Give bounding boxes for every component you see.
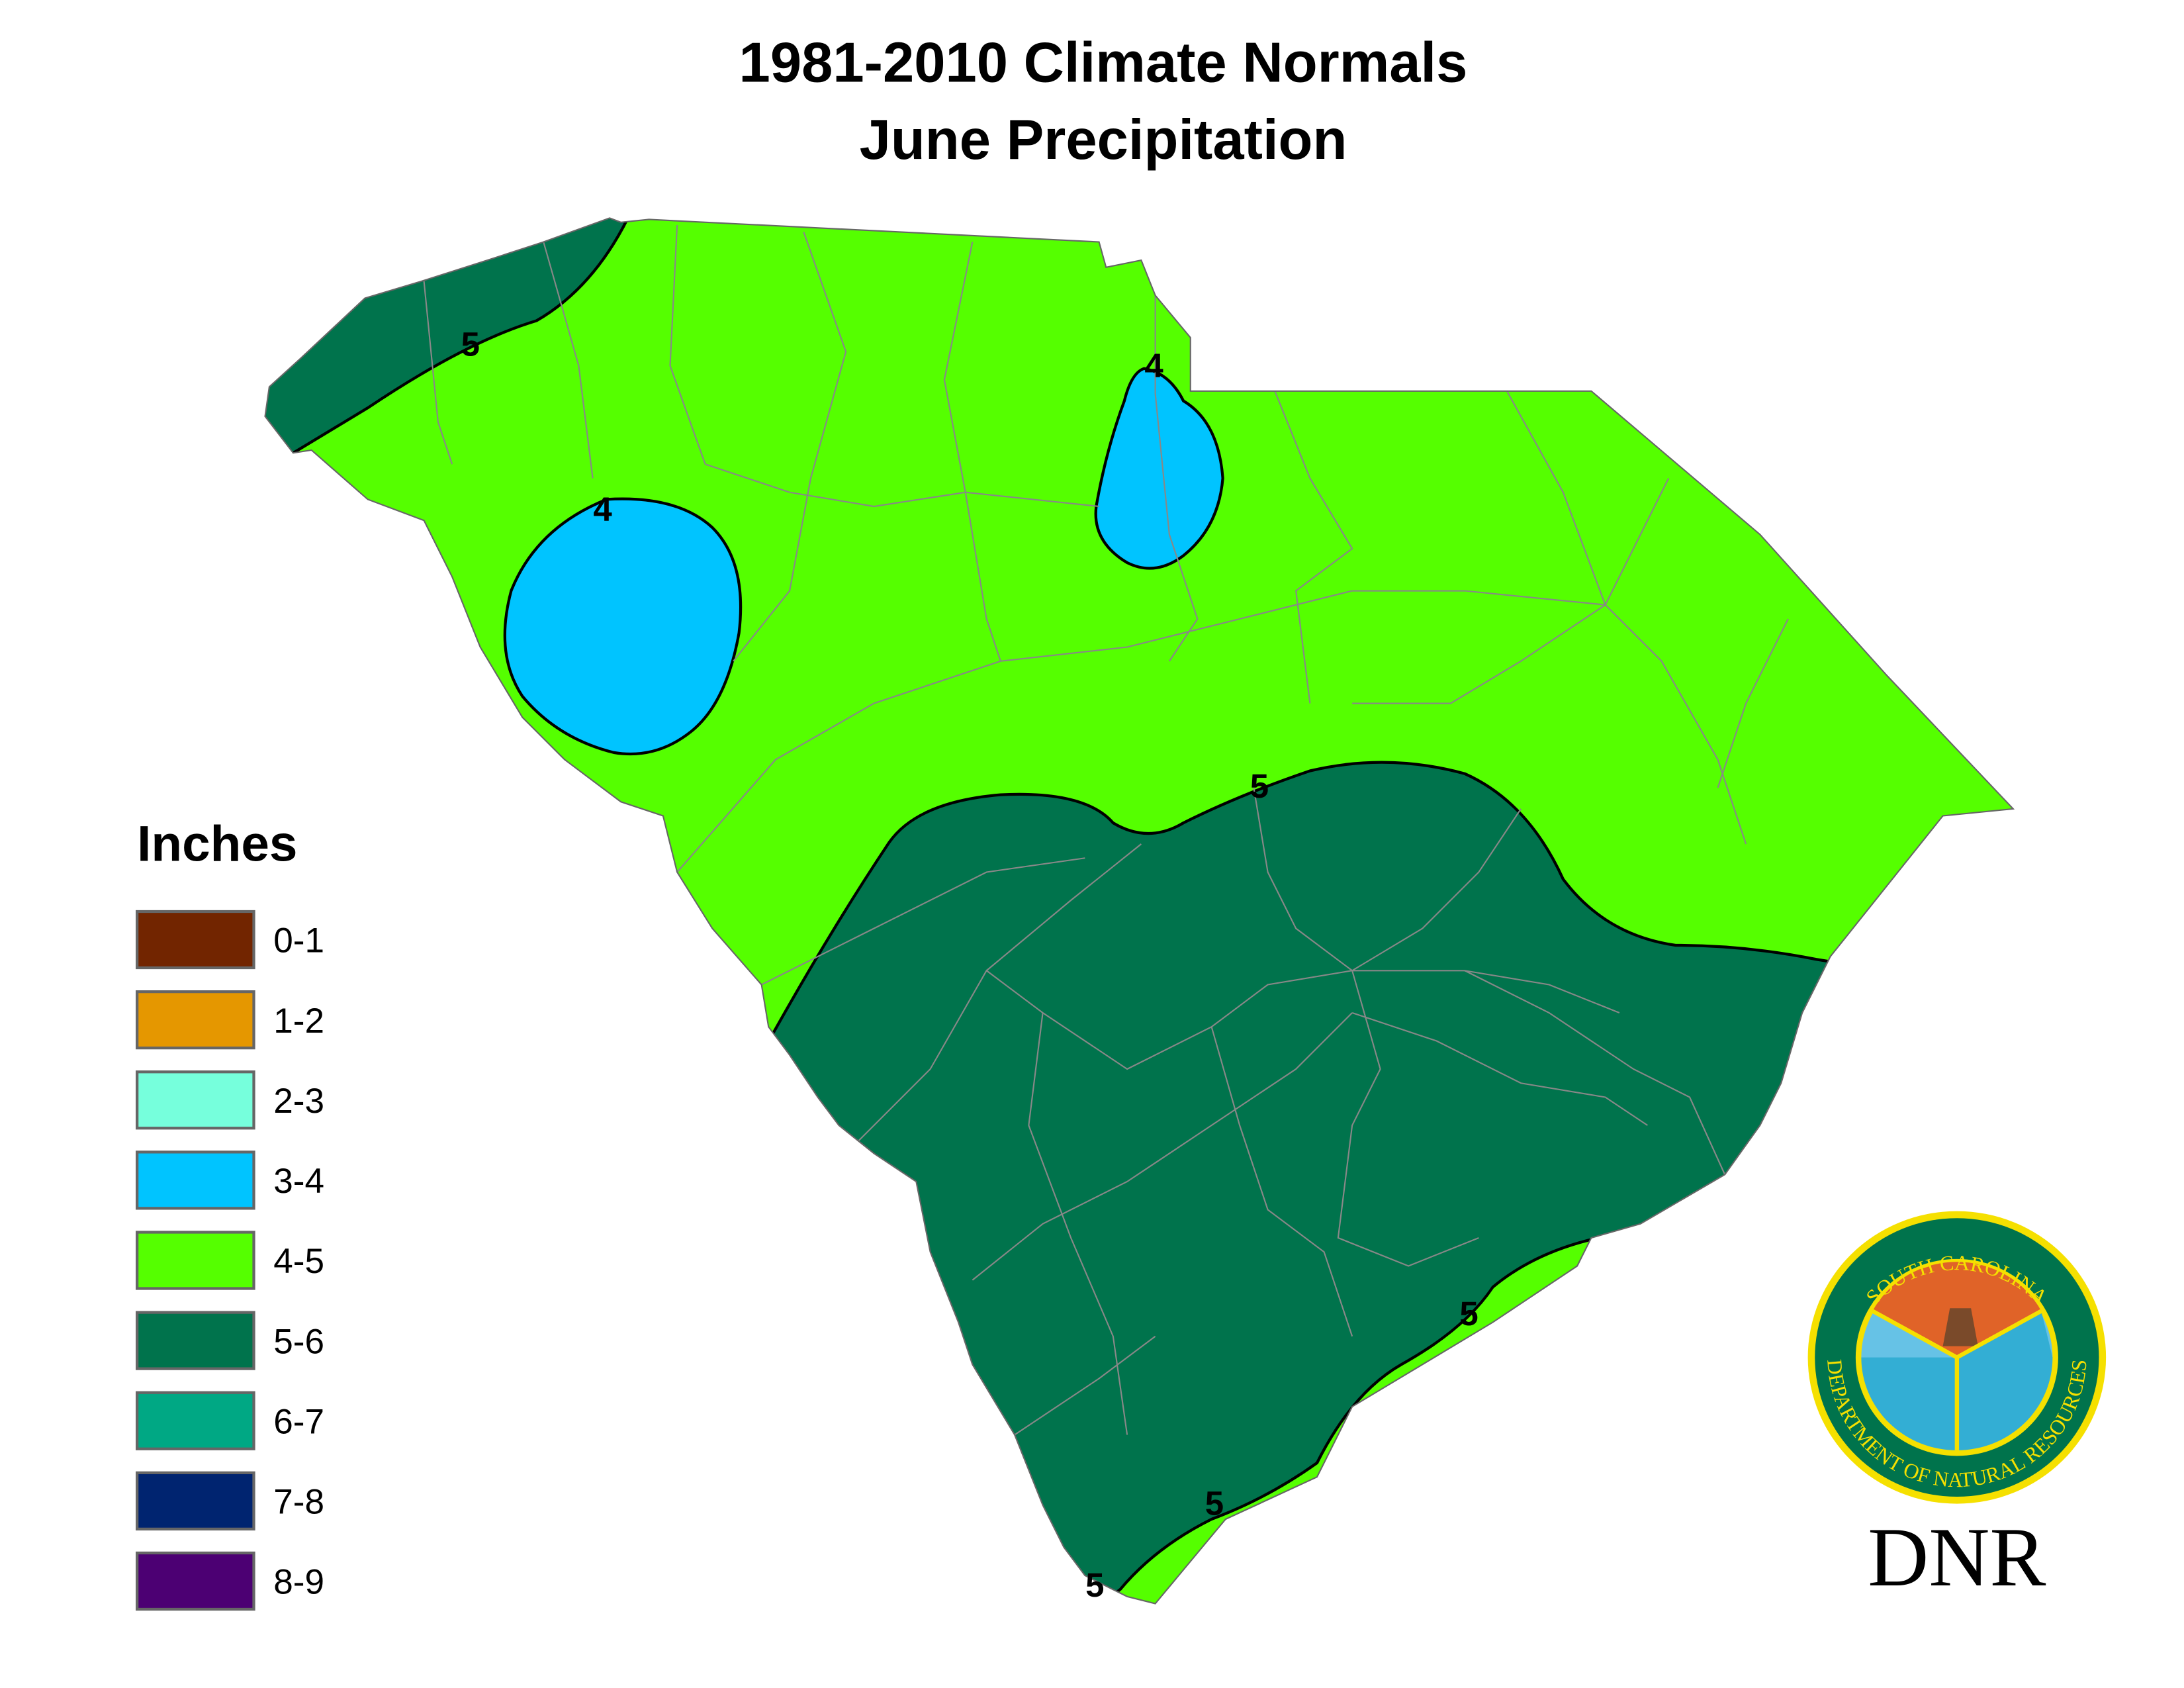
legend-swatch [136,1551,255,1611]
dnr-logo: SOUTH CAROLINA DEPARTMENT OF NATURAL RES… [1807,1211,2107,1604]
legend-label: 2-3 [273,1082,324,1121]
county-boundaries [423,224,1789,1436]
deer-icon [1942,1308,1978,1346]
contour-label: 5 [1085,1566,1104,1604]
map-title-line1: 1981-2010 Climate Normals [739,31,1468,94]
legend-swatch [136,990,255,1050]
legend-swatch [136,1231,255,1290]
legend-swatch [136,1070,255,1130]
legend-label: 4-5 [273,1242,324,1281]
legend-label: 8-9 [273,1563,324,1602]
legend-swatch [136,1391,255,1450]
legend-label: 6-7 [273,1402,324,1441]
legend-label: 5-6 [273,1322,324,1361]
state-map [264,217,2014,1605]
map-title-line2: June Precipitation [860,109,1347,171]
legend-swatch [136,1150,255,1210]
legend-title: Inches [137,816,297,872]
legend-swatch [136,1471,255,1530]
legend-swatch [136,1311,255,1370]
legend-swatch [136,910,255,970]
legend-label: 3-4 [273,1162,324,1201]
contour-label: 5 [461,326,480,363]
contour-label: 5 [1205,1485,1224,1523]
legend-label: 7-8 [273,1483,324,1522]
dnr-wordmark: DNR [1868,1510,2046,1604]
contour-label: 5 [1250,767,1269,805]
contour-labels: 5 4 4 5 5 5 5 [461,326,1479,1604]
zone-3-4-north [1094,367,1224,570]
legend-label: 0-1 [273,921,324,961]
contour-label: 4 [1144,347,1163,385]
contour-label: 5 [1459,1295,1478,1333]
contour-label: 4 [593,490,612,528]
zone-3-4-west [503,497,743,756]
legend: Inches 0-1 1-2 2-3 3-4 4-5 5-6 6-7 7-8 8-9 [136,816,324,1611]
legend-label: 1-2 [273,1002,324,1041]
